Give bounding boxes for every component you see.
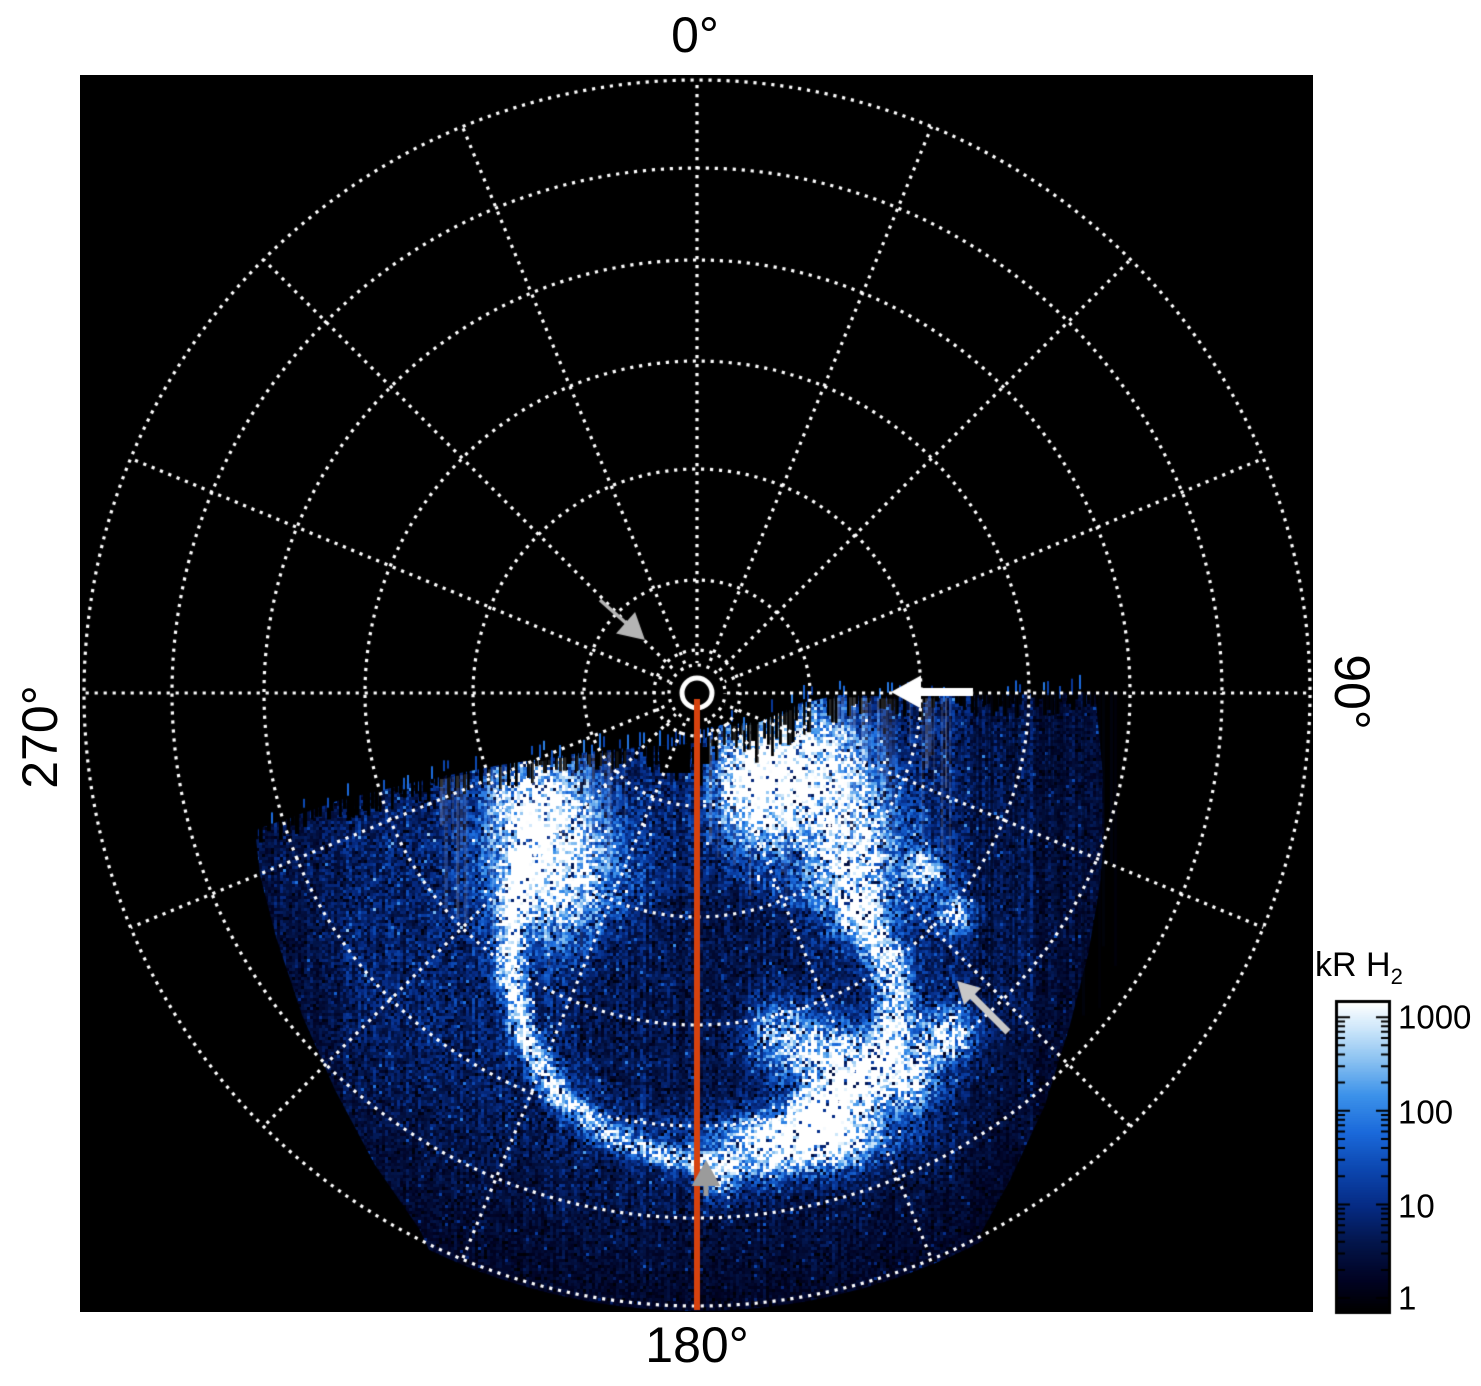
colorbar-tick-100: 100	[1398, 1093, 1454, 1131]
angle-label-270: 270°	[12, 685, 68, 789]
angle-label-90: 90°	[1324, 654, 1380, 730]
colorbar-title-main: kR H	[1315, 946, 1391, 984]
colorbar-tick-10: 10	[1398, 1187, 1435, 1225]
angle-label-180: 180°	[645, 1317, 749, 1373]
colorbar-tick-1: 1	[1398, 1279, 1417, 1317]
polar-aurora-plot	[80, 75, 1313, 1312]
colorbar-title-sub: 2	[1390, 963, 1403, 989]
colorbar-tick-1000: 1000	[1398, 998, 1472, 1036]
colorbar	[1334, 999, 1392, 1315]
angle-label-0: 0°	[671, 7, 719, 63]
colorbar-title: kR H2	[1315, 948, 1403, 988]
